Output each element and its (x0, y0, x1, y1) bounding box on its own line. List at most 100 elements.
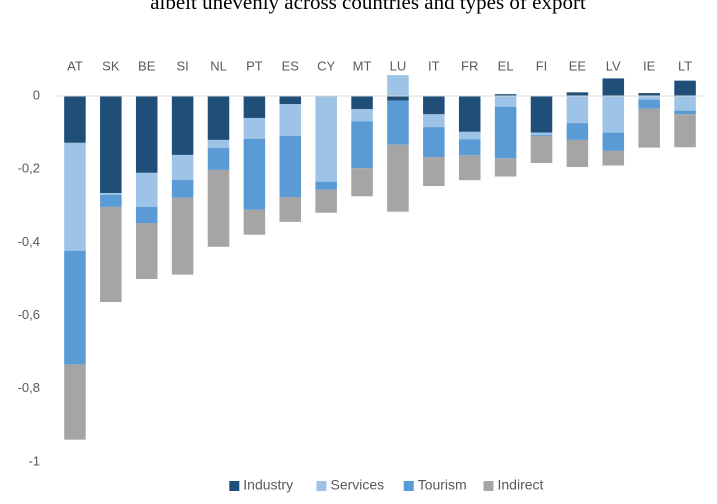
bar-segment (207, 169, 230, 247)
y-tick-label: -0,8 (18, 380, 40, 395)
bar-segment (135, 206, 158, 224)
bar-segment (566, 123, 589, 140)
x-tick-label: SK (102, 58, 120, 73)
bar-segment (458, 155, 481, 181)
bar-segment (243, 138, 266, 210)
bar-segment (530, 135, 553, 163)
bar-segment (458, 96, 481, 132)
x-tick-label: CY (317, 58, 335, 73)
bar-segment (423, 114, 445, 128)
bar-segment (171, 154, 194, 180)
y-tick-label: -0,6 (18, 307, 40, 322)
bar-segment (638, 93, 660, 96)
x-tick-label: IE (643, 58, 656, 73)
x-tick-label: IT (428, 58, 440, 73)
bar-segment (387, 96, 409, 101)
bar-segment (423, 127, 445, 158)
bar-segment (207, 147, 230, 170)
x-tick-label: EL (498, 58, 514, 73)
bar-segment (351, 109, 373, 122)
bar-segment (351, 168, 373, 197)
bar-segment (638, 99, 660, 109)
bar-segment (135, 172, 158, 207)
x-tick-label: NL (210, 58, 227, 73)
bar-segment (530, 132, 553, 135)
x-tick-label: LV (606, 58, 621, 73)
bar-segment (100, 96, 122, 193)
y-tick-label: -0,2 (18, 161, 40, 176)
x-tick-label: MT (353, 58, 372, 73)
bar-segment (494, 158, 517, 177)
bar-segment (64, 250, 86, 365)
bar-segment (171, 179, 194, 198)
y-tick-label: 0 (33, 87, 40, 102)
bar-segment (602, 132, 625, 151)
bar-segment (387, 144, 409, 212)
bar-segment (602, 78, 625, 96)
bar-segment (171, 96, 194, 155)
bar-segment (530, 134, 553, 136)
chart-title: albeit unevenly across countries and typ… (150, 0, 586, 14)
bar-segment (243, 117, 266, 139)
bar-segment (315, 96, 337, 182)
bar-segment (674, 110, 696, 115)
bar-segment (279, 104, 302, 136)
bar-segment (566, 92, 589, 96)
bar-segment (64, 96, 86, 143)
legend-label: Indirect (498, 477, 544, 493)
x-tick-label: SI (176, 58, 188, 73)
bar-segment (602, 150, 625, 166)
bar-segment (207, 96, 230, 140)
bar-segment (351, 96, 373, 110)
bar-segment (494, 96, 517, 107)
x-tick-label: ES (282, 58, 300, 73)
bar-segment (207, 139, 230, 148)
bar-segment (458, 131, 481, 140)
bar-segment (494, 94, 517, 96)
bar-segment (674, 114, 696, 148)
bar-segment (674, 80, 696, 96)
legend-label: Industry (243, 477, 293, 493)
legend-swatch (229, 481, 240, 491)
bar-segment (602, 96, 625, 133)
bar-segment (638, 108, 660, 148)
bar-segment (351, 121, 373, 169)
bar-segment (279, 135, 302, 198)
legend-label: Services (331, 477, 385, 493)
bar-segment (315, 189, 337, 213)
bar-segment (566, 96, 589, 124)
bar-segment (171, 197, 194, 275)
bar-segment (387, 75, 409, 96)
x-tick-label: EE (569, 58, 587, 73)
y-tick-label: -1 (28, 453, 40, 468)
legend-swatch (483, 481, 494, 491)
bar-segment (135, 223, 158, 279)
bar-segment (279, 197, 302, 222)
x-tick-label: FI (536, 58, 548, 73)
bar-segment (100, 192, 122, 195)
bar-segment (315, 181, 337, 190)
bar-segment (423, 96, 445, 115)
bar-segment (100, 194, 122, 207)
x-tick-label: PT (246, 58, 263, 73)
bar-segment (458, 139, 481, 156)
x-tick-label: FR (461, 58, 478, 73)
bar-segment (64, 142, 86, 251)
bar-segment (279, 96, 302, 105)
legend-swatch (403, 481, 414, 491)
bar-segment (243, 96, 266, 118)
bar-segment (64, 364, 86, 440)
x-tick-label: LT (678, 58, 692, 73)
bar-segment (243, 209, 266, 235)
bar-segment (494, 106, 517, 159)
bar-segment (674, 96, 696, 111)
x-tick-label: BE (138, 58, 156, 73)
bar-segment (135, 96, 158, 173)
bar-segment (530, 96, 553, 133)
x-tick-label: LU (390, 58, 407, 73)
bar-segment (423, 157, 445, 187)
bar-segment (100, 206, 122, 303)
bar-segment (638, 96, 660, 100)
y-tick-label: -0,4 (18, 234, 40, 249)
